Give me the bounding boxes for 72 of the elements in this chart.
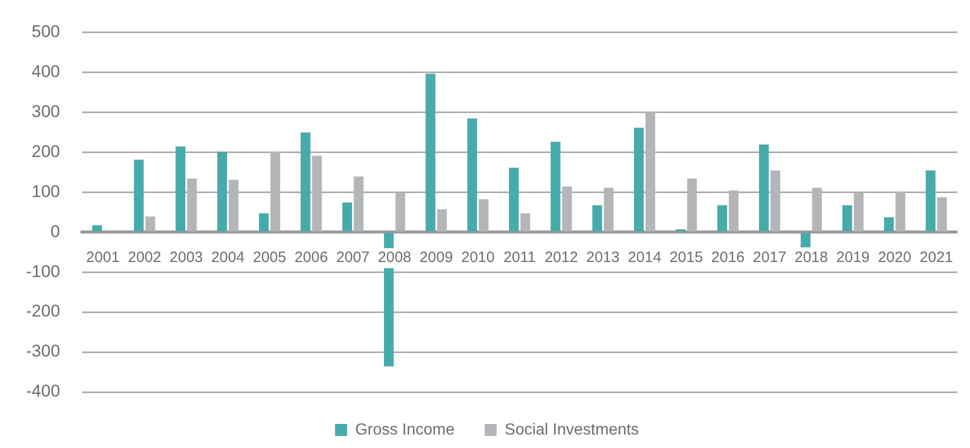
- bar: [800, 232, 810, 248]
- x-tick-label: 2016: [711, 249, 745, 266]
- bar: [300, 132, 310, 232]
- bar: [896, 192, 906, 232]
- bar: [437, 209, 447, 232]
- x-tick-label: 2013: [586, 249, 620, 266]
- y-tick-label: 200: [32, 142, 60, 161]
- bar: [228, 180, 238, 232]
- bar: [937, 197, 947, 232]
- x-tick-label: 2020: [878, 249, 912, 266]
- x-tick-label: 2017: [752, 249, 786, 266]
- y-tick-label: -100: [26, 262, 60, 281]
- bar: [634, 128, 644, 232]
- bar: [92, 225, 102, 232]
- bar: [176, 146, 186, 232]
- bar: [592, 205, 602, 232]
- bar: [395, 192, 406, 232]
- bar: [217, 152, 228, 232]
- bar: [467, 118, 478, 232]
- x-tick-label: 2014: [628, 249, 662, 266]
- bar: [134, 160, 144, 232]
- y-tick-label: -400: [26, 382, 60, 401]
- bar: [687, 178, 697, 232]
- bar: [550, 142, 560, 232]
- bar: [478, 199, 489, 232]
- bar: [145, 216, 156, 232]
- bar: [187, 178, 197, 232]
- x-tick-label: 2009: [420, 249, 453, 266]
- bar: [562, 186, 572, 232]
- bar: [645, 112, 656, 232]
- y-tick-label: 500: [32, 22, 60, 41]
- x-tick-label: 2015: [670, 249, 703, 266]
- bar: [728, 190, 739, 232]
- bar: [312, 156, 322, 232]
- bar: [842, 205, 852, 232]
- x-tick-label: 2021: [920, 249, 954, 266]
- y-tick-label: 0: [50, 222, 60, 241]
- legend-label: Gross Income: [355, 421, 455, 438]
- x-tick-label: 2008: [378, 249, 412, 266]
- bar: [354, 176, 364, 232]
- y-tick-label: 300: [32, 102, 60, 121]
- bar: [520, 213, 530, 232]
- bar: [270, 152, 280, 232]
- bar: [812, 188, 822, 232]
- legend-label: Social Investments: [504, 421, 639, 438]
- bar: [854, 192, 864, 232]
- bar: [926, 170, 936, 232]
- y-tick-label: 100: [32, 182, 60, 201]
- x-tick-label: 2006: [294, 249, 328, 266]
- bar: [884, 217, 894, 232]
- x-tick-label: 2018: [794, 249, 828, 266]
- x-tick-label: 2002: [128, 249, 162, 266]
- bar: [604, 188, 614, 232]
- x-tick-label: 2010: [461, 249, 495, 266]
- bar: [508, 168, 519, 232]
- y-tick-label: 400: [32, 62, 60, 81]
- x-tick-label: 2003: [170, 249, 203, 266]
- x-tick-label: 2005: [252, 249, 286, 266]
- x-tick-label: 2007: [336, 249, 370, 266]
- bar: [342, 202, 352, 232]
- bar: [759, 144, 769, 232]
- x-tick-label: 2004: [211, 249, 245, 266]
- bar: [258, 213, 269, 232]
- y-tick-label: -300: [26, 342, 60, 361]
- bar: [717, 205, 728, 232]
- bar: [426, 74, 436, 232]
- x-tick-label: 2019: [836, 249, 870, 266]
- x-tick-label: 2012: [544, 249, 578, 266]
- bar: [770, 170, 780, 232]
- x-tick-label: 2001: [86, 249, 120, 266]
- x-tick-label: 2011: [503, 249, 536, 266]
- y-tick-label: -200: [26, 302, 60, 321]
